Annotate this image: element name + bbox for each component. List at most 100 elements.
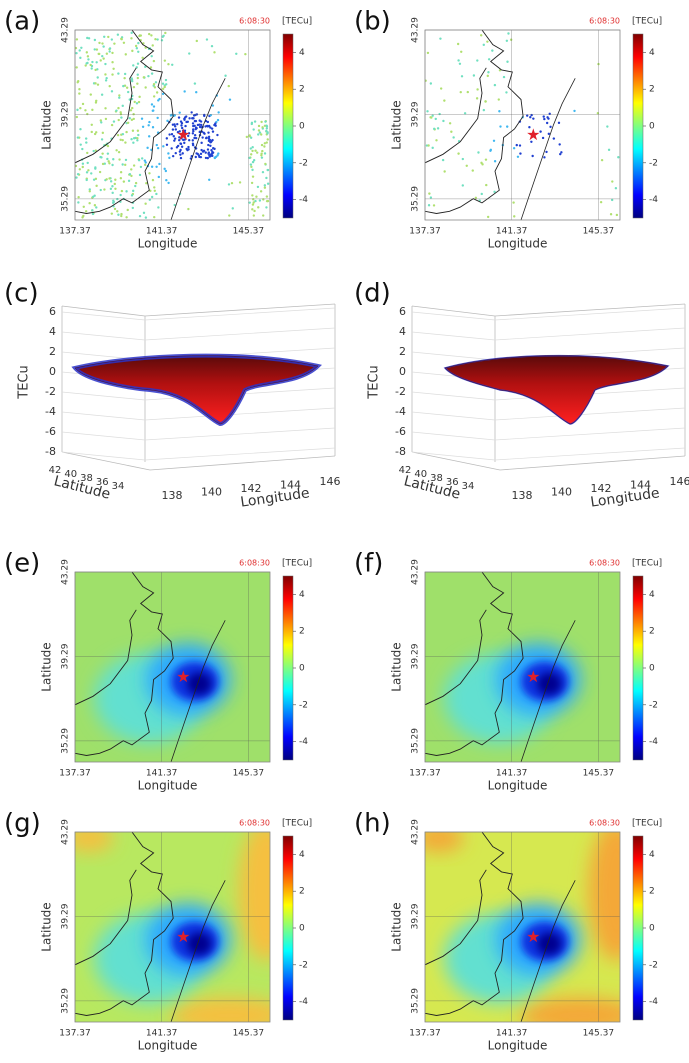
observation-point [104,117,108,121]
observation-point [85,62,88,65]
observation-point [191,122,195,125]
colorbar-tick-label: 0 [649,664,655,674]
epicenter-star: ★ [176,927,190,946]
observation-point [109,187,113,191]
observation-point [206,156,209,160]
time-label: 6:08:30 [589,17,620,26]
observation-point [171,154,175,158]
x-tick-label: 145.37 [233,769,265,779]
observation-point [79,143,82,146]
observation-point [106,157,109,161]
observation-point [150,72,154,75]
observation-point [95,184,98,188]
observation-point [194,126,198,129]
colorbar-tick-label: 0 [649,924,655,934]
observation-point [429,82,433,85]
observation-point [213,123,216,127]
observation-point [84,210,88,213]
observation-point [144,86,147,89]
observation-point [128,117,131,120]
observation-point [150,34,153,37]
observation-point [112,120,116,123]
observation-point [259,190,263,193]
observation-point [77,195,80,199]
observation-point [513,215,516,218]
observation-point [165,137,169,140]
observation-point [99,119,103,122]
observation-point [135,102,139,105]
observation-point [161,92,165,96]
observation-point [187,207,190,211]
observation-point [253,120,257,123]
observation-point [148,120,151,124]
observation-point [108,84,111,88]
map-field [75,832,270,1022]
observation-point [106,144,110,148]
observation-point [142,76,146,79]
observation-point [207,151,211,154]
observation-point [130,37,133,40]
observation-point [173,114,177,117]
observation-point [426,51,430,55]
observation-point [100,138,104,141]
observation-point [149,66,153,69]
observation-point [539,130,542,133]
observation-point [130,138,133,141]
colorbar-label: [TECu] [632,559,662,569]
observation-point [102,45,105,48]
coastline [425,832,524,1016]
observation-point [487,58,491,61]
observation-point [249,147,253,150]
observation-point [194,136,198,140]
observation-point [98,170,102,174]
observation-point [99,59,102,62]
observation-point [265,127,269,130]
z-tick-label: -6 [395,425,406,438]
x-axis-label: Longitude [488,1039,548,1053]
colorbar [282,575,294,761]
observation-point [263,145,266,148]
observation-point [86,161,89,165]
observation-point [484,158,488,161]
observation-point [188,117,191,120]
observation-point [110,123,114,127]
colorbar [282,835,294,1021]
observation-point [201,150,205,153]
observation-point [188,139,191,142]
observation-point [179,148,182,152]
observation-point [138,95,141,99]
observation-point [200,123,203,127]
observation-point [199,155,203,159]
x-tick-label: 140 [201,486,222,499]
observation-point [130,194,134,197]
observation-point [201,136,204,139]
observation-point [198,130,201,134]
observation-point [94,149,98,152]
x-axis-label: Longitude [488,779,548,793]
field-low [187,932,212,955]
y-tick-label: 36 [96,477,109,488]
observation-point [101,131,105,135]
observation-point [82,214,85,218]
observation-point [152,83,156,86]
observation-point [76,136,80,139]
x-tick-label: 137.37 [59,1029,91,1039]
observation-point [95,61,98,64]
observation-point [502,75,506,79]
observation-point [204,151,207,154]
panel-label: (e) [4,549,40,579]
grid-line [411,331,496,341]
x-tick-label: 141.37 [146,1029,178,1039]
panel-label: (g) [4,809,41,839]
box-edge [61,451,151,471]
colorbar-tick-label: -2 [299,158,308,168]
observation-point [99,188,102,192]
observation-point [90,172,93,175]
observation-point [178,130,181,133]
observation-point [130,168,133,171]
z-tick-label: -2 [395,385,406,398]
observation-point [101,54,104,58]
box-edge [494,303,686,317]
x-tick-label: 145.37 [233,1029,265,1039]
